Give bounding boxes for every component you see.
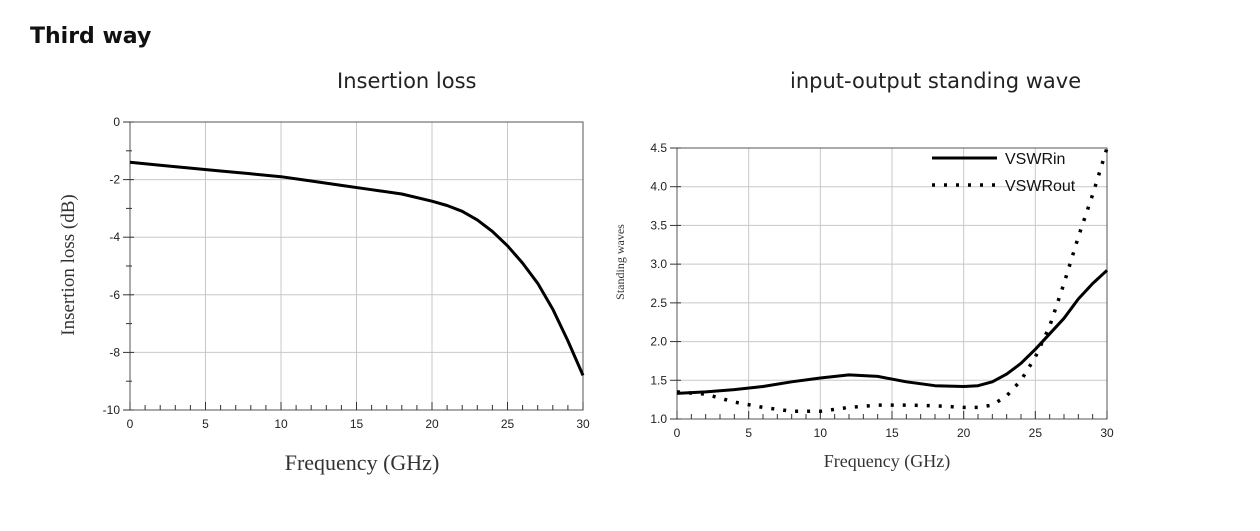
insertion-loss-y-tick-label: 0 xyxy=(113,115,120,129)
standing-wave-y-tick-label: 4.5 xyxy=(650,141,667,155)
standing-wave-x-axis-label: Frequency (GHz) xyxy=(824,451,950,472)
insertion-loss-y-tick-label: -10 xyxy=(103,403,121,417)
insertion-loss-series-line xyxy=(129,160,585,377)
standing-wave-y-tick-label: 1.0 xyxy=(650,412,667,426)
insertion-loss-x-axis-label: Frequency (GHz) xyxy=(285,450,440,475)
standing-wave-x-tick-label: 0 xyxy=(674,426,681,440)
insertion-loss-y-tick-label: -2 xyxy=(109,173,120,187)
standing-wave-chart-title: input-output standing wave xyxy=(790,69,1082,93)
standing-wave-y-axis-label: Standing waves xyxy=(613,224,627,300)
section-heading: Third way xyxy=(30,24,152,49)
insertion-loss-chart-title: Insertion loss xyxy=(337,69,477,93)
standing-wave-x-tick-label: 15 xyxy=(885,426,899,440)
vswrout-line xyxy=(676,147,1109,414)
insertion-loss-y-tick-label: -8 xyxy=(109,345,120,359)
insertion-loss-y-axis-label: Insertion loss (dB) xyxy=(58,194,79,335)
vswrin-legend-label: VSWRin xyxy=(1005,151,1065,168)
vswrin-line xyxy=(676,269,1109,395)
insertion-loss-x-tick-label: 0 xyxy=(127,417,134,431)
insertion-loss-x-tick-label: 20 xyxy=(425,417,439,431)
standing-wave-y-tick-label: 1.5 xyxy=(650,373,667,387)
insertion-loss-y-tick-label: -4 xyxy=(109,230,120,244)
standing-wave-y-tick-label: 3.0 xyxy=(650,257,667,271)
standing-wave-x-tick-label: 10 xyxy=(814,426,828,440)
standing-wave-x-tick-label: 30 xyxy=(1100,426,1114,440)
insertion-loss-y-tick-label: -6 xyxy=(109,288,120,302)
insertion-loss-x-tick-label: 15 xyxy=(350,417,364,431)
standing-wave-y-tick-label: 2.5 xyxy=(650,296,667,310)
standing-wave-y-tick-label: 4.0 xyxy=(650,180,667,194)
insertion-loss-x-tick-label: 10 xyxy=(274,417,288,431)
standing-wave-x-tick-label: 25 xyxy=(1029,426,1043,440)
insertion-loss-x-tick-label: 30 xyxy=(576,417,590,431)
standing-wave-x-tick-label: 5 xyxy=(745,426,752,440)
standing-wave-y-tick-label: 3.5 xyxy=(650,218,667,232)
standing-wave-y-tick-label: 2.0 xyxy=(650,335,667,349)
insertion-loss-x-tick-label: 25 xyxy=(501,417,515,431)
insertion-loss-x-tick-label: 5 xyxy=(202,417,209,431)
vswrout-legend-label: VSWRout xyxy=(1005,178,1076,195)
standing-wave-x-tick-label: 20 xyxy=(957,426,971,440)
